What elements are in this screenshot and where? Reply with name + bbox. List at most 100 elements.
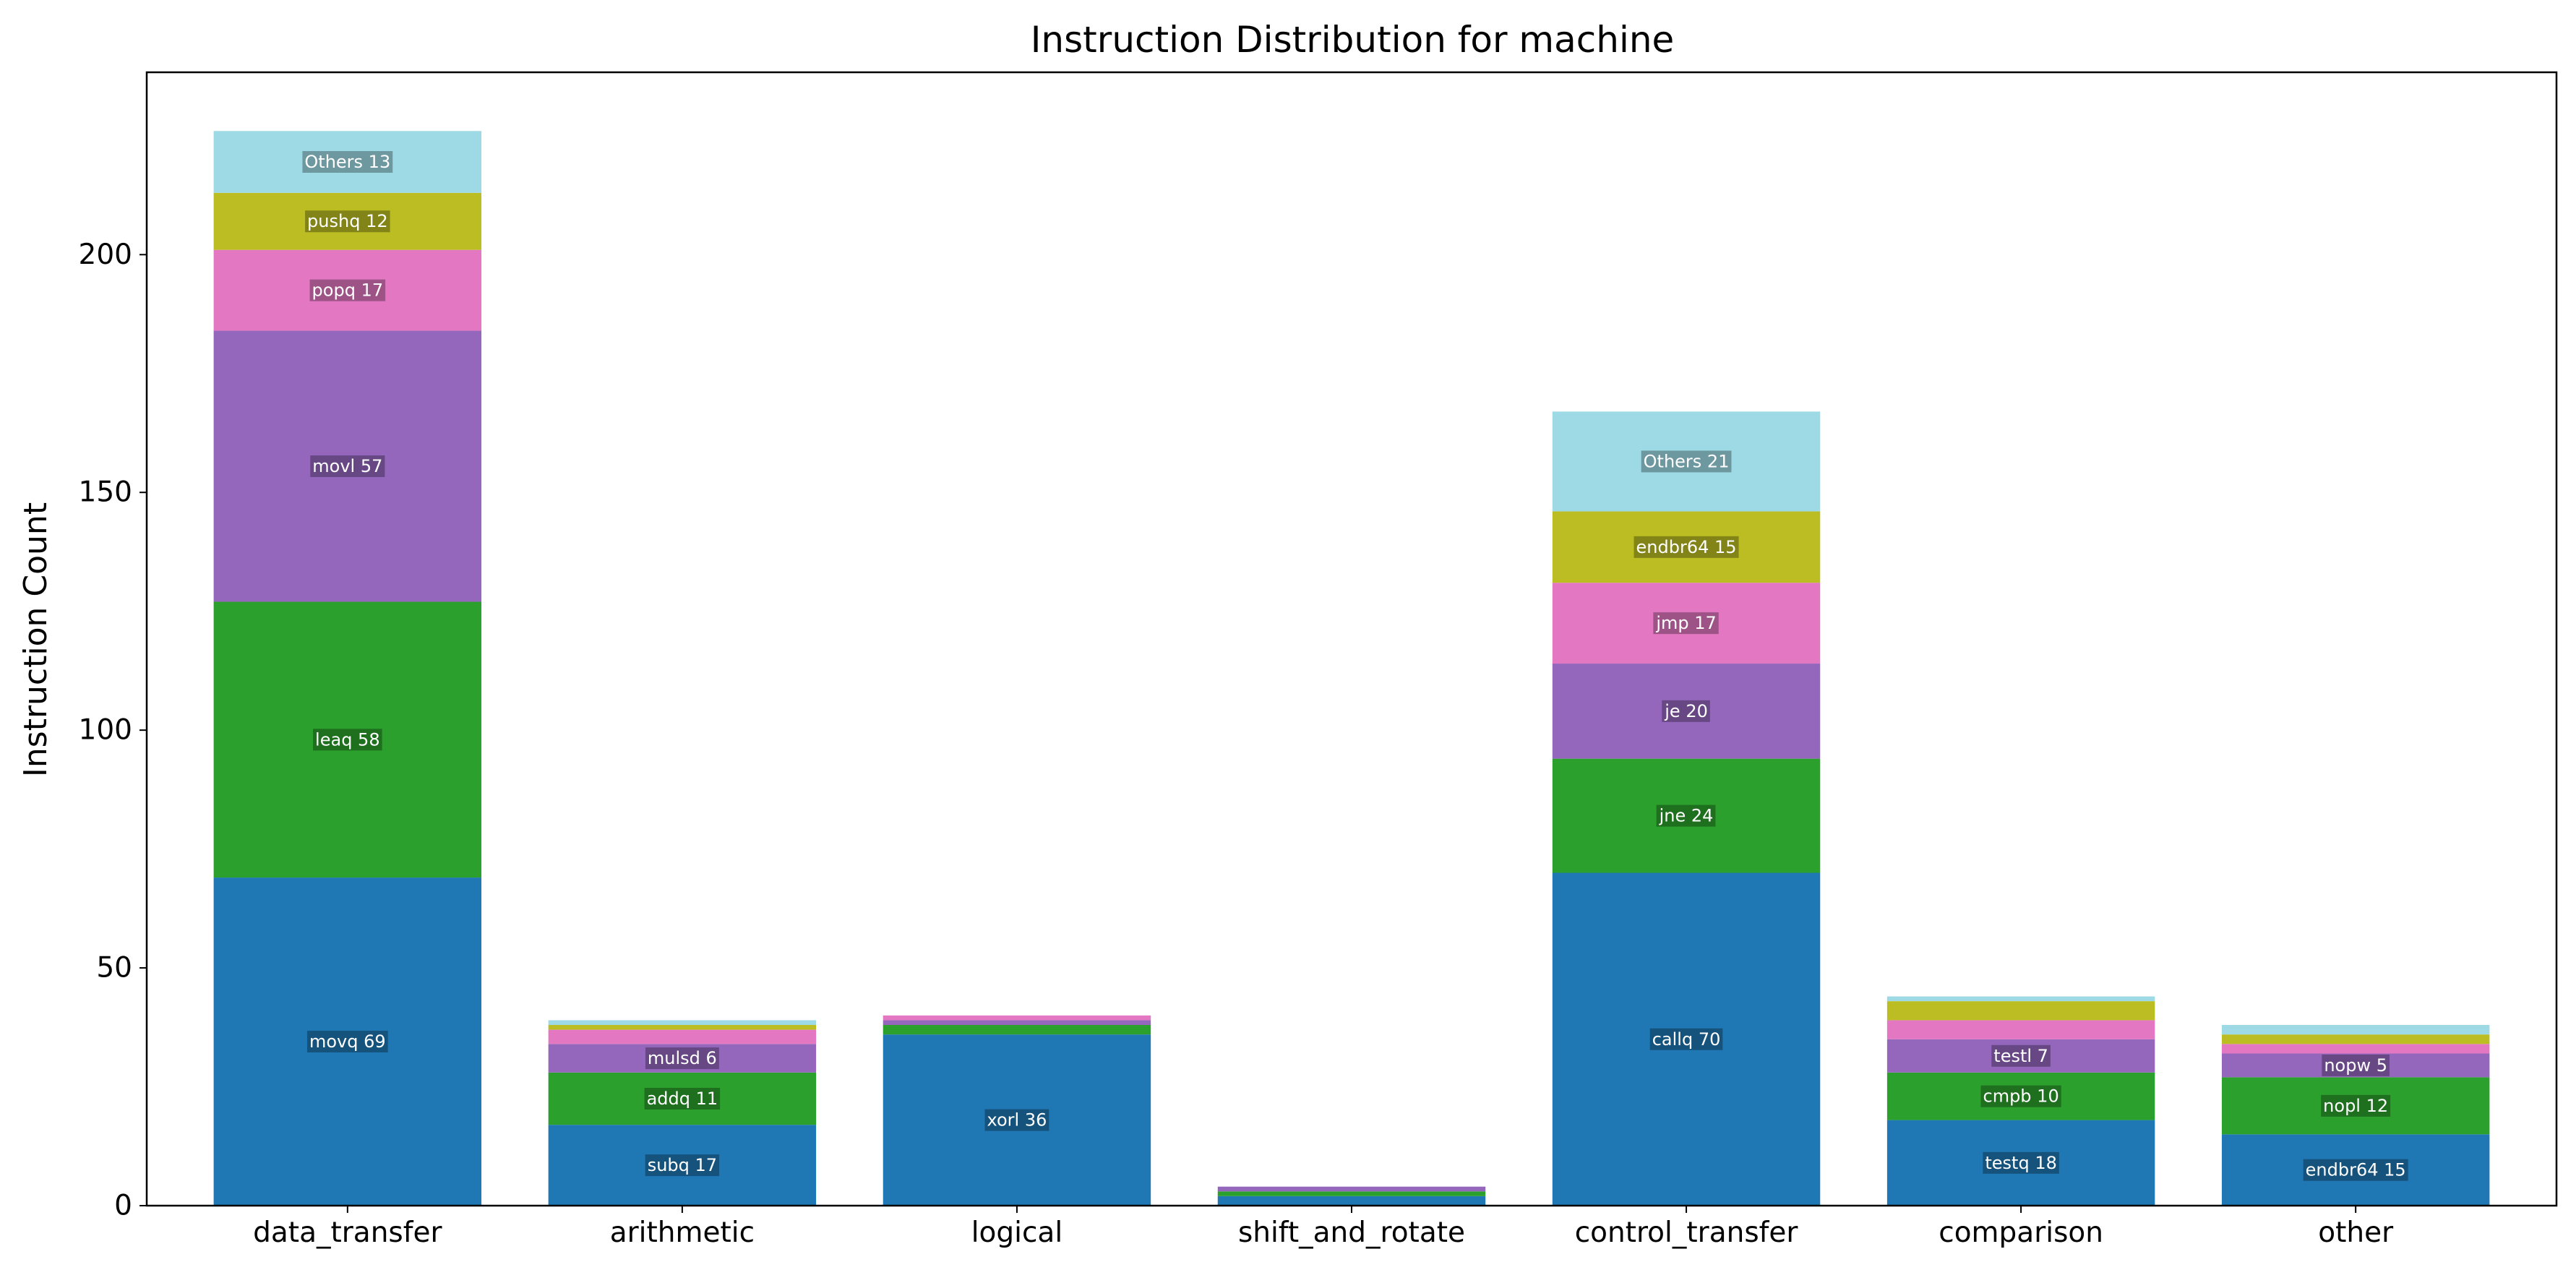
y-tick-label: 150	[79, 476, 132, 509]
segment-label: callq 70	[1652, 1029, 1721, 1050]
segment-label-background	[302, 151, 393, 173]
bar-segment	[213, 330, 482, 602]
bar-segment	[1552, 583, 1821, 664]
bar-segment	[2221, 1077, 2490, 1135]
x-tick-label: shift_and_rotate	[1238, 1217, 1465, 1249]
x-axis: data_transfer arithmetic logical shift_and_…	[253, 1206, 2394, 1249]
bar-segment	[2221, 1053, 2490, 1078]
bar-segment	[2221, 1044, 2490, 1054]
bar-segment	[1552, 758, 1821, 873]
bar-segment	[883, 1015, 1151, 1021]
bar-segment	[1552, 411, 1821, 512]
segment-label-background	[1633, 536, 1739, 558]
segment-label: subq 17	[648, 1155, 717, 1175]
segment-label-background	[2322, 1054, 2390, 1076]
bar-segment	[548, 1029, 817, 1044]
x-tick-label: comparison	[1939, 1217, 2103, 1249]
segment-label: pushq 12	[307, 211, 388, 231]
bar-segment	[2221, 1134, 2490, 1206]
segment-label: testq 18	[1985, 1153, 2057, 1173]
y-axis-label: Instruction Count	[17, 502, 54, 777]
segment-label-background	[1983, 1151, 2059, 1174]
bar-segment	[548, 1020, 817, 1026]
bar-segment	[1886, 1020, 2155, 1039]
segment-label: jne 24	[1659, 806, 1714, 826]
segment-label: xorl 36	[987, 1110, 1047, 1130]
bar-segment	[883, 1025, 1151, 1035]
segment-label-background	[1649, 1028, 1723, 1050]
segment-label: mulsd 6	[648, 1048, 717, 1068]
bars-group	[213, 131, 2490, 1206]
segment-label: movl 57	[312, 456, 382, 476]
segment-label-background	[309, 279, 386, 301]
segment-label-background	[1653, 612, 1719, 635]
y-axis: 0 50 100 150 200	[79, 239, 147, 1222]
y-tick-label: 50	[96, 952, 132, 984]
bar-segment	[1886, 1072, 2155, 1120]
segment-label-background	[984, 1109, 1049, 1131]
bar-segment	[1886, 1001, 2155, 1021]
bar-segment	[548, 1125, 817, 1206]
segment-label-background	[644, 1087, 721, 1110]
segment-label-background	[1980, 1085, 2061, 1107]
segment-label: leaq 58	[315, 729, 380, 750]
segment-label: nopw 5	[2324, 1055, 2387, 1076]
segment-label: movq 69	[309, 1031, 386, 1052]
bar-segment	[548, 1025, 817, 1030]
segment-label: jmp 17	[1655, 613, 1716, 633]
bar-segment	[213, 131, 482, 193]
segment-label-background	[1641, 450, 1732, 473]
y-tick-label: 200	[79, 239, 132, 271]
bar-segment	[1217, 1191, 1486, 1196]
x-tick-label: control_transfer	[1575, 1217, 1799, 1249]
segment-label: addq 11	[647, 1089, 718, 1109]
segment-label: endbr64 15	[2306, 1160, 2406, 1180]
x-tick-label: other	[2318, 1217, 2394, 1249]
segment-label: endbr64 15	[1636, 537, 1737, 557]
bar-segment	[213, 601, 482, 878]
segment-label-background	[1991, 1044, 2051, 1067]
bar-segment	[213, 192, 482, 250]
segment-label-background	[1662, 700, 1710, 722]
y-tick-label: 100	[79, 714, 132, 747]
segment-label: cmpb 10	[1983, 1086, 2059, 1107]
chart-title: Instruction Distribution for machine	[1031, 19, 1675, 61]
bar-segment	[1552, 511, 1821, 583]
segment-label-background	[306, 1031, 388, 1053]
bar-segment	[1552, 872, 1821, 1206]
x-tick-label: data_transfer	[253, 1217, 442, 1249]
x-tick-label: arithmetic	[610, 1217, 755, 1249]
bar-segment	[1217, 1186, 1486, 1192]
bar-segment	[1217, 1196, 1486, 1206]
bar-segment	[548, 1044, 817, 1073]
segment-labels-group: movq 69 leaq 58 movl 57 popq 17 pushq 12 Othe…	[302, 151, 2408, 1181]
segment-label-background	[305, 210, 390, 233]
segment-label-background	[1656, 804, 1716, 827]
segment-label-background	[2321, 1094, 2391, 1117]
bar-segment	[1552, 664, 1821, 759]
plot-frame	[145, 71, 2558, 1207]
bar-segment	[883, 1020, 1151, 1026]
bar-segment	[1886, 996, 2155, 1002]
bar-segment	[1886, 1039, 2155, 1073]
bar-segment	[1886, 1120, 2155, 1206]
bar-segment	[883, 1034, 1151, 1206]
segment-label-background	[313, 729, 382, 751]
y-tick-label: 0	[114, 1190, 132, 1222]
segment-label: Others 13	[304, 152, 390, 172]
bar-segment	[2221, 1025, 2490, 1035]
bar-segment	[548, 1072, 817, 1125]
segment-label: popq 17	[312, 280, 384, 301]
bar-segment	[213, 249, 482, 331]
segment-label: testl 7	[1993, 1046, 2048, 1066]
segment-label: Others 21	[1644, 451, 1730, 471]
bar-segment	[2221, 1034, 2490, 1044]
segment-label: nopl 12	[2323, 1096, 2388, 1116]
segment-label-background	[645, 1154, 720, 1177]
segment-label: je 20	[1664, 701, 1708, 721]
x-tick-label: logical	[971, 1217, 1062, 1249]
segment-label-background	[645, 1047, 719, 1070]
bar-segment	[213, 877, 482, 1206]
